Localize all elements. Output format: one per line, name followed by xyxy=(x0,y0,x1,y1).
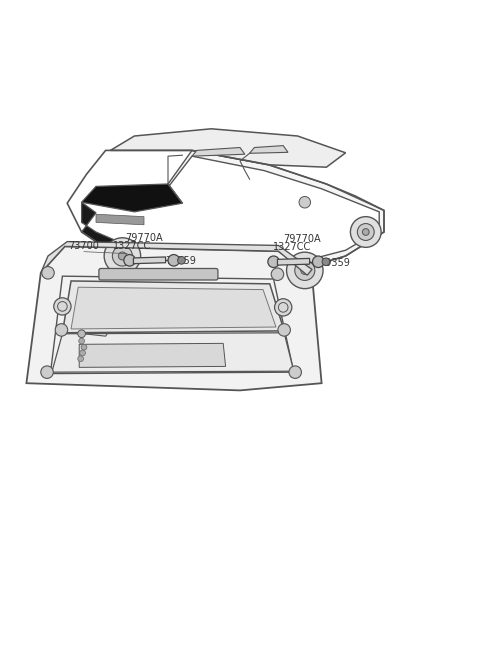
Text: 1327CC: 1327CC xyxy=(113,241,152,251)
Polygon shape xyxy=(133,257,166,264)
Text: 79770A: 79770A xyxy=(125,233,163,243)
Text: 73700: 73700 xyxy=(69,241,99,251)
Circle shape xyxy=(79,338,84,344)
Circle shape xyxy=(301,266,309,274)
Circle shape xyxy=(295,260,315,280)
Circle shape xyxy=(350,216,381,247)
Circle shape xyxy=(268,256,279,268)
Polygon shape xyxy=(26,247,322,390)
Polygon shape xyxy=(52,333,294,372)
Circle shape xyxy=(357,224,374,241)
Circle shape xyxy=(178,256,185,264)
Circle shape xyxy=(271,268,284,281)
Circle shape xyxy=(168,255,180,266)
Polygon shape xyxy=(110,129,346,167)
Text: 79359: 79359 xyxy=(166,256,196,266)
Polygon shape xyxy=(277,258,310,265)
FancyBboxPatch shape xyxy=(99,268,218,280)
Circle shape xyxy=(362,229,369,236)
Circle shape xyxy=(104,237,141,274)
Polygon shape xyxy=(82,202,202,270)
Circle shape xyxy=(119,252,126,260)
Text: 79770A: 79770A xyxy=(284,234,321,244)
Polygon shape xyxy=(82,184,182,212)
Circle shape xyxy=(54,298,71,315)
Polygon shape xyxy=(192,148,245,156)
Circle shape xyxy=(124,255,135,266)
Circle shape xyxy=(312,256,324,268)
Circle shape xyxy=(275,298,292,316)
Circle shape xyxy=(287,252,323,289)
Circle shape xyxy=(41,366,53,379)
Polygon shape xyxy=(71,287,276,329)
Polygon shape xyxy=(168,150,384,270)
Polygon shape xyxy=(79,343,226,367)
Circle shape xyxy=(80,350,85,356)
Text: 1327CC: 1327CC xyxy=(273,242,311,252)
Circle shape xyxy=(112,246,132,266)
Text: 79359: 79359 xyxy=(319,258,350,268)
Circle shape xyxy=(289,366,301,379)
Polygon shape xyxy=(250,146,288,154)
Polygon shape xyxy=(62,281,284,333)
Circle shape xyxy=(55,323,68,336)
Circle shape xyxy=(81,344,87,350)
Circle shape xyxy=(42,266,54,279)
Circle shape xyxy=(78,330,85,338)
Circle shape xyxy=(78,356,84,361)
Polygon shape xyxy=(41,241,312,276)
Circle shape xyxy=(322,258,330,266)
Polygon shape xyxy=(96,215,144,225)
Circle shape xyxy=(299,197,311,208)
Circle shape xyxy=(278,323,290,336)
